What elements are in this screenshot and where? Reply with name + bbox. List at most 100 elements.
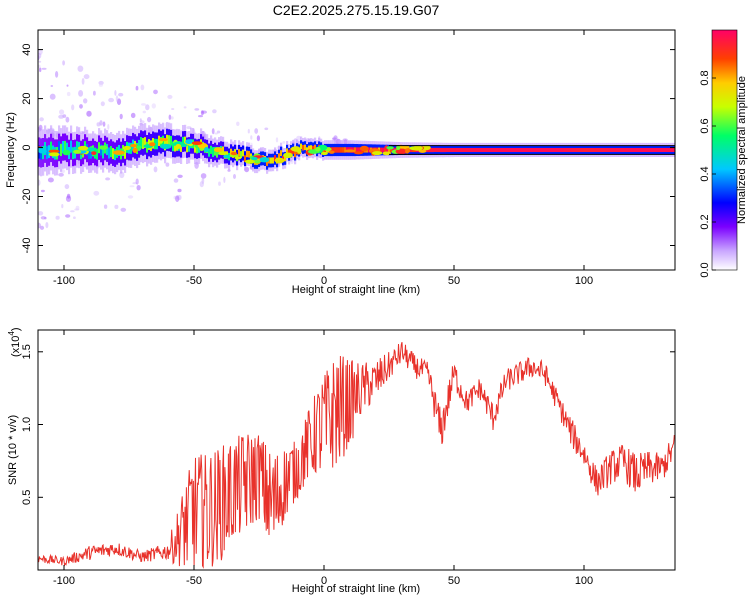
spectrogram-hotspot xyxy=(185,139,193,145)
spectrogram-ridge-core xyxy=(528,148,531,152)
spectrogram-ridge-core xyxy=(438,147,441,152)
spectrogram-ridge-core xyxy=(430,147,433,153)
spectrogram-hotspot xyxy=(328,150,335,154)
spectrogram-hotspot xyxy=(77,145,89,151)
spectrogram-noise-blob xyxy=(127,195,134,199)
spectrogram-hotspot xyxy=(395,148,408,155)
spectrogram-noise-blob xyxy=(61,204,64,209)
spectrogram-ridge-core xyxy=(618,148,621,152)
spectrogram-ridge-core xyxy=(458,148,461,152)
spectrogram-ridge-core xyxy=(196,144,199,154)
snr-multiplier-close: ) xyxy=(10,327,22,331)
spectrogram-ridge-core xyxy=(382,147,385,153)
spectrogram-ridge-core xyxy=(626,148,629,152)
spectrogram-ridge-core xyxy=(106,144,109,156)
y-tick-label: 0.5 xyxy=(21,490,33,505)
spectrogram-ridge-core xyxy=(112,148,115,160)
spectrogram-noise-blob xyxy=(194,108,200,111)
colorbar-tick-label: 0.2 xyxy=(699,214,711,229)
spectrogram-hotspot xyxy=(315,146,321,152)
spectrogram-ridge-core xyxy=(636,148,639,152)
spectrogram-hotspot xyxy=(372,151,383,156)
spectrogram-hotspot xyxy=(48,152,60,157)
spectrogram-ridge-core xyxy=(96,148,99,160)
spectrogram-noise-blob xyxy=(55,215,60,220)
spectrogram-ridge-core xyxy=(498,148,501,152)
x-tick-label: 100 xyxy=(575,275,593,287)
spectrogram-noise-blob xyxy=(153,89,158,95)
spectrogram-ridge-core xyxy=(556,148,559,152)
spectrogram-ridge-core xyxy=(482,148,485,152)
spectrogram-ridge-core xyxy=(500,148,503,152)
spectrogram-ridge-core xyxy=(272,157,275,164)
spectrogram-ridge-core xyxy=(208,148,211,157)
spectrogram-noise-blob xyxy=(145,104,150,111)
spectrogram-noise-blob xyxy=(136,185,141,191)
spectrogram-ridge-core xyxy=(46,146,49,160)
spectrogram-ridge-core xyxy=(472,148,475,152)
spectrogram-hotspot xyxy=(418,149,427,153)
spectrogram-ridge-core xyxy=(168,135,171,146)
spectrogram-ridge-core xyxy=(580,148,583,152)
spectrogram-noise-blob xyxy=(40,216,46,220)
spectrogram-ridge-core xyxy=(532,148,535,152)
spectrogram-ridge-core xyxy=(408,147,411,153)
spectrogram-ridge-core xyxy=(188,142,191,152)
spectrogram-ridge-core xyxy=(624,148,627,152)
spectrogram-hotspot xyxy=(158,137,168,142)
spectrogram-noise-blob xyxy=(135,85,139,91)
y-tick-label: 0 xyxy=(21,145,33,151)
spectrogram-ridge-core xyxy=(442,148,445,153)
spectrogram-noise-blob xyxy=(39,117,44,122)
spectrogram-ridge-core xyxy=(142,138,145,149)
spectrogram-noise-blob xyxy=(107,124,110,130)
spectrogram-ridge-core xyxy=(548,148,551,152)
spectrogram-ridge-core xyxy=(452,148,455,152)
spectrogram-ridge-core xyxy=(358,147,361,153)
spectrogram-hotspot xyxy=(343,149,356,153)
spectrogram-ridge-core xyxy=(76,141,79,153)
spectrogram-ridge-core xyxy=(672,148,675,152)
spectrogram-ridge-core xyxy=(670,148,673,152)
spectrogram-ridge-core xyxy=(138,139,141,151)
spectrogram-ridge-core xyxy=(300,143,303,150)
colorbar-tick-label: 0.6 xyxy=(699,118,711,133)
spectrogram-ridge-core xyxy=(502,148,505,152)
spectrogram-noise-blob xyxy=(151,103,156,109)
spectrogram-noise-blob xyxy=(71,104,75,111)
spectrogram-ridge-core xyxy=(244,155,247,162)
spectrogram-ridge-core xyxy=(238,149,241,157)
spectrogram-ridge-core xyxy=(588,148,591,152)
spectrogram-ridge-core xyxy=(470,148,473,152)
spectrogram-ridge-core xyxy=(564,148,567,152)
spectrogram-ridge-core xyxy=(266,159,269,166)
spectrogram-hotspot xyxy=(382,151,392,156)
spectrogram-ridge-core xyxy=(570,148,573,152)
spectrogram-ridge-core xyxy=(510,148,513,152)
spectrogram-ridge-core xyxy=(342,147,345,153)
spectrogram-hotspot xyxy=(73,149,82,154)
spectrogram-ridge-core xyxy=(216,149,219,158)
spectrogram-ridge-core xyxy=(450,148,453,152)
spectrogram-ridge-core xyxy=(520,148,523,152)
spectrogram-ridge-core xyxy=(468,148,471,152)
spectrogram-noise-blob xyxy=(100,101,105,107)
spectrogram-noise-blob xyxy=(65,116,70,123)
snr-plot-area xyxy=(38,330,675,570)
spectrogram-hotspot xyxy=(359,145,369,152)
spectrogram-hotspot xyxy=(160,143,172,150)
spectrogram-ridge-core xyxy=(542,148,545,152)
x-tick-label: 0 xyxy=(321,575,327,587)
spectrogram-noise-blob xyxy=(58,172,64,177)
spectrogram-ridge-core xyxy=(478,148,481,152)
spectrogram-ridge-core xyxy=(518,148,521,152)
spectrogram-hotspot xyxy=(259,157,270,163)
spectrogram-noise-blob xyxy=(73,216,76,219)
spectrogram-ridge-core xyxy=(302,145,305,151)
spectrogram-noise-blob xyxy=(98,83,103,87)
snr-y-ticks: 0.5 1.0 1.5 xyxy=(21,344,675,505)
spectrogram-noise-blob xyxy=(105,177,111,181)
spectrogram-noise-blob xyxy=(153,166,158,173)
spectrogram-ridge-core xyxy=(494,148,497,152)
spectrogram-ridge-core xyxy=(284,155,287,162)
